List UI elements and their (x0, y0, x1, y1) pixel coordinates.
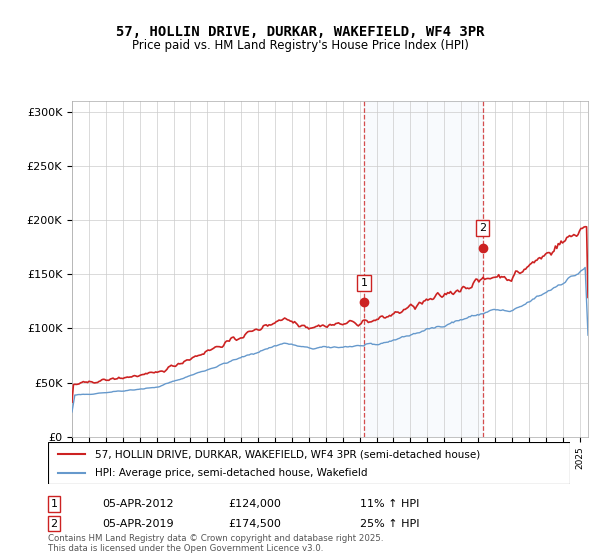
Text: 11% ↑ HPI: 11% ↑ HPI (360, 499, 419, 509)
Text: HPI: Average price, semi-detached house, Wakefield: HPI: Average price, semi-detached house,… (95, 468, 367, 478)
FancyBboxPatch shape (48, 442, 570, 484)
Text: 1: 1 (50, 499, 58, 509)
Text: Contains HM Land Registry data © Crown copyright and database right 2025.
This d: Contains HM Land Registry data © Crown c… (48, 534, 383, 553)
Text: 57, HOLLIN DRIVE, DURKAR, WAKEFIELD, WF4 3PR (semi-detached house): 57, HOLLIN DRIVE, DURKAR, WAKEFIELD, WF4… (95, 449, 480, 459)
Text: 1: 1 (361, 278, 368, 288)
Text: 2: 2 (50, 519, 58, 529)
Bar (364, 101, 482, 437)
Text: £174,500: £174,500 (228, 519, 281, 529)
Text: Price paid vs. HM Land Registry's House Price Index (HPI): Price paid vs. HM Land Registry's House … (131, 39, 469, 52)
Text: 57, HOLLIN DRIVE, DURKAR, WAKEFIELD, WF4 3PR: 57, HOLLIN DRIVE, DURKAR, WAKEFIELD, WF4… (116, 25, 484, 39)
Text: £124,000: £124,000 (228, 499, 281, 509)
Text: 25% ↑ HPI: 25% ↑ HPI (360, 519, 419, 529)
Text: 05-APR-2012: 05-APR-2012 (102, 499, 173, 509)
Text: 05-APR-2019: 05-APR-2019 (102, 519, 173, 529)
Text: 2: 2 (479, 223, 486, 233)
